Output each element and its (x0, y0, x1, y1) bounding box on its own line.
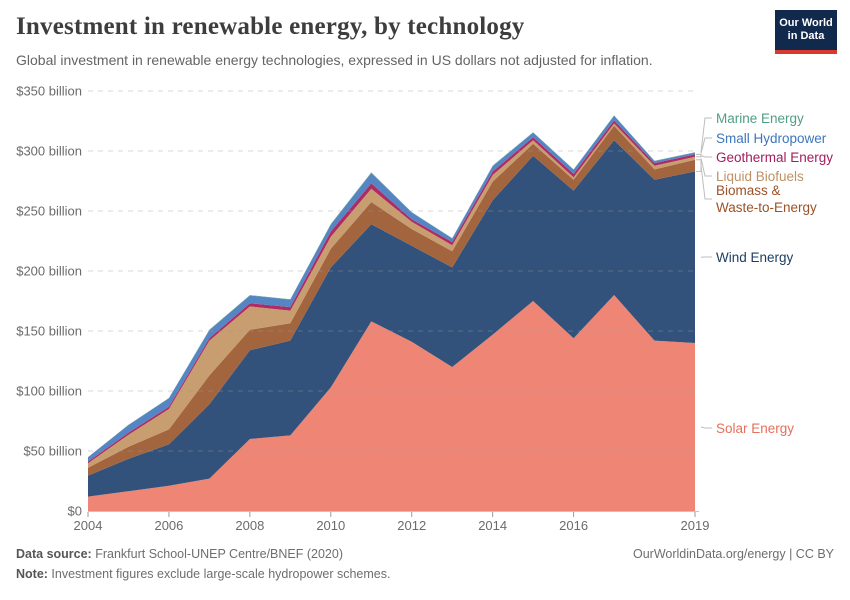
legend-item-solar-energy[interactable]: Solar Energy (716, 420, 795, 436)
y-tick-label-100: $100 billion (16, 384, 82, 399)
legend-item-liquid-biofuels[interactable]: Liquid Biofuels (716, 168, 804, 184)
page-title: Investment in renewable energy, by techn… (16, 13, 525, 40)
owid-logo[interactable]: Our World in Data (775, 10, 837, 54)
legend-connector-liquid-biofuels (700, 158, 712, 177)
footer-note-label: Note: (16, 567, 48, 581)
y-tick-label-350: $350 billion (16, 84, 82, 99)
footer-datasource-value: Frankfurt School-UNEP Centre/BNEF (2020) (91, 547, 343, 561)
x-tick-label-2006: 2006 (154, 518, 183, 533)
x-tick-label-2004: 2004 (74, 518, 103, 533)
y-tick-label-200: $200 billion (16, 264, 82, 279)
legend-connector-marine-energy (700, 117, 712, 153)
footer-link[interactable]: OurWorldinData.org/energy | CC BY (632, 547, 834, 561)
owid-logo-line2: in Data (787, 30, 825, 42)
x-tick-label-2008: 2008 (235, 518, 264, 533)
footer-note: Note: Investment figures exclude large-s… (16, 567, 390, 581)
page-subtitle: Global investment in renewable energy te… (16, 52, 653, 68)
legend-connector-geothermal-energy (700, 155, 712, 158)
owid-logo-stripe (775, 50, 837, 54)
y-tick-label-0: $0 (68, 504, 82, 519)
legend-item-wind-energy[interactable]: Wind Energy (716, 249, 794, 265)
legend-item-geothermal-energy[interactable]: Geothermal Energy (716, 149, 834, 165)
y-tick-label-150: $150 billion (16, 324, 82, 339)
legend-connector-solar-energy (700, 426, 712, 429)
owid-logo-line1: Our World (779, 17, 833, 29)
x-tick-label-2019: 2019 (681, 518, 710, 533)
footer-note-value: Investment figures exclude large-scale h… (47, 567, 391, 581)
area-liquid-biofuels[interactable] (88, 123, 695, 468)
y-tick-label-250: $250 billion (16, 204, 82, 219)
footer-datasource-label: Data source: (16, 547, 92, 561)
x-tick-label-2012: 2012 (397, 518, 426, 533)
y-tick-label-50: $50 billion (23, 444, 82, 459)
legend-item-biomass-waste-to-energy[interactable]: Biomass & Waste-to-Energy (716, 183, 817, 215)
footer-datasource: Data source: Frankfurt School-UNEP Centr… (16, 547, 343, 561)
legend-connector-small-hydropower (700, 137, 712, 154)
x-tick-label-2010: 2010 (316, 518, 345, 533)
area-solar-energy[interactable] (88, 295, 695, 511)
x-tick-label-2014: 2014 (478, 518, 507, 533)
legend-bracket-geothermal-energy (696, 153, 702, 158)
area-wind-energy[interactable] (88, 140, 695, 497)
legend-connector-biomass-waste-to-energy (700, 165, 712, 200)
legend-bracket-biomass-waste-to-energy (696, 159, 702, 172)
x-tick-label-2016: 2016 (559, 518, 588, 533)
y-tick-label-300: $300 billion (16, 144, 82, 159)
legend-item-small-hydropower[interactable]: Small Hydropower (716, 130, 827, 146)
legend-item-marine-energy[interactable]: Marine Energy (716, 110, 804, 126)
area-biomass-waste-to-energy[interactable] (88, 125, 695, 476)
owid-logo-box: Our World in Data (775, 10, 837, 50)
